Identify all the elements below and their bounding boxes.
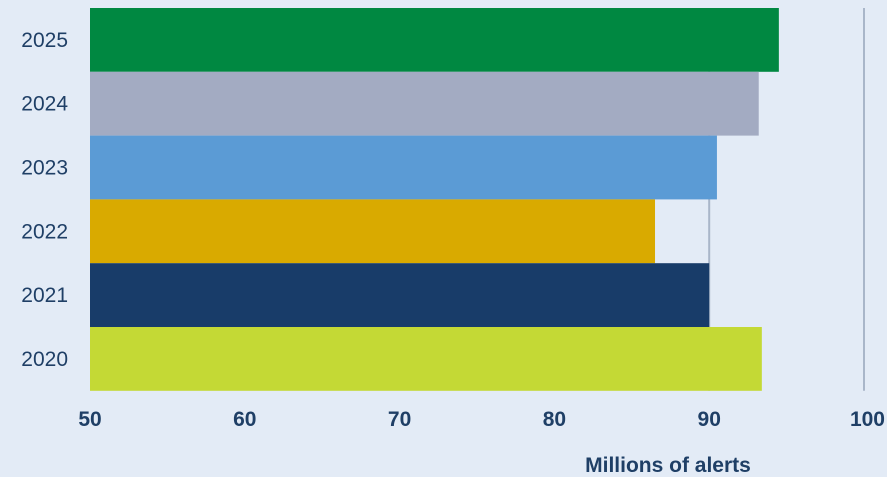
category-label-2021: 2021 [21,284,68,307]
category-label-2023: 2023 [21,157,68,180]
category-label-2022: 2022 [21,220,68,243]
category-label-2025: 2025 [21,29,68,52]
bars [90,8,779,391]
x-axis-title: Millions of alerts [585,454,751,477]
bar-2025 [90,8,779,72]
bar-2022 [90,199,656,264]
x-tick-label-70: 70 [388,408,411,431]
category-labels: 2025 2024 2023 2022 2021 2020 [21,29,68,371]
bar-2023 [90,135,717,200]
category-label-2020: 2020 [21,348,68,371]
x-tick-labels: 50 60 70 80 90 100 [78,408,885,431]
category-label-2024: 2024 [21,93,68,116]
bar-2021 [90,263,710,327]
x-tick-label-80: 80 [543,408,566,431]
x-tick-label-90: 90 [698,408,721,431]
bar-2020 [90,327,762,391]
x-tick-label-50: 50 [78,408,101,431]
x-tick-label-60: 60 [233,408,256,431]
x-tick-label-100: 100 [850,408,885,431]
bar-2024 [90,71,759,136]
